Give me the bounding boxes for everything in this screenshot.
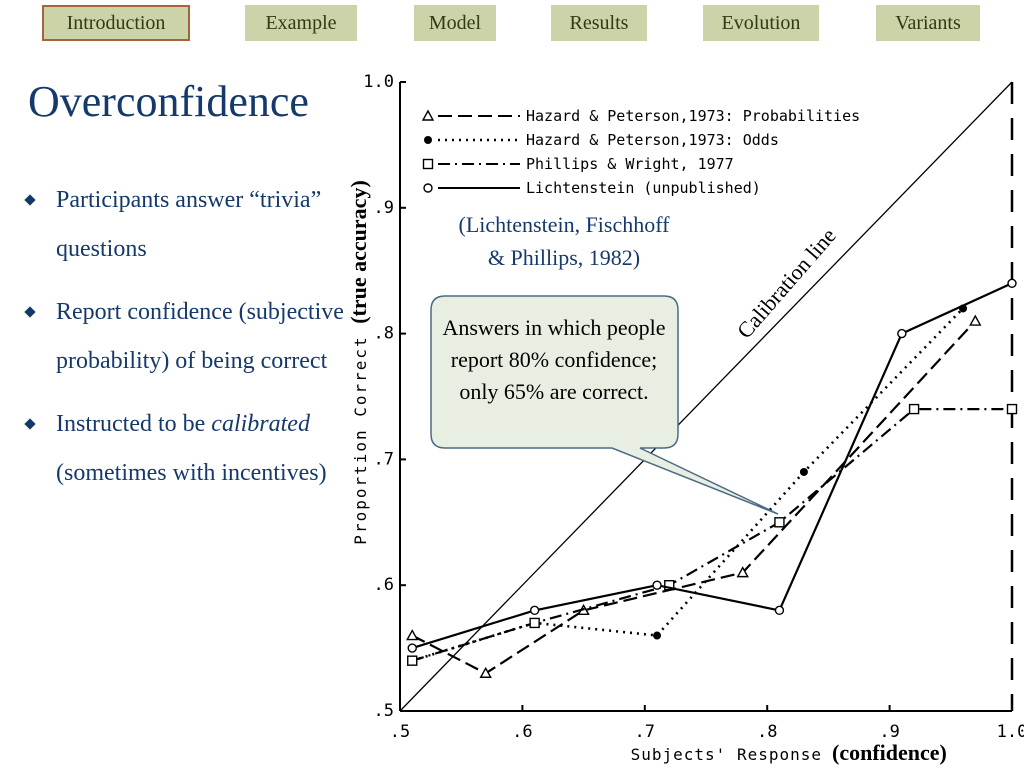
data-point-square <box>774 517 785 528</box>
data-point-triangle <box>969 314 982 326</box>
data-point-square <box>407 655 418 666</box>
tab-evolution[interactable]: Evolution <box>703 5 819 41</box>
data-point-square <box>908 403 920 415</box>
series-line-square <box>411 408 1012 662</box>
x-tick-label: .8 <box>757 722 777 742</box>
legend: Hazard & Peterson,1973: Probabilities Haz… <box>402 97 884 201</box>
bullet-text: Report confidence (subjective probabilit… <box>56 299 344 374</box>
callout-text: Answers in which people report 80% confi… <box>442 315 666 404</box>
tab-results[interactable]: Results <box>551 5 647 41</box>
page-title: Overconfidence <box>28 77 309 126</box>
x-tick-label: .7 <box>635 722 655 742</box>
data-point-triangle <box>406 629 419 641</box>
data-point-circle <box>652 580 662 590</box>
bullet-text-post: (sometimes with incentives) <box>56 460 327 486</box>
x-axis-label: Subjects' Response <box>631 745 822 764</box>
y-tick-label: .9 <box>374 198 394 218</box>
data-point-dot <box>653 631 662 640</box>
calibration-line <box>399 81 1013 712</box>
y-tick-label: .8 <box>374 324 394 344</box>
bullet-item: Report confidence (subjective probabilit… <box>24 288 356 386</box>
legend-marker-triangle <box>421 109 435 121</box>
calibration-line-label: Calibration line <box>732 223 841 343</box>
y-tick-label: .7 <box>374 449 394 469</box>
series-line-circle <box>411 282 1013 650</box>
bullet-text-pre: Instructed to be <box>56 411 212 437</box>
data-point-square <box>529 617 540 629</box>
y-axis-label: Proportion Correct <box>351 335 370 544</box>
data-point-square <box>1006 403 1018 415</box>
legend-label: Phillips & Wright, 1977 <box>526 155 734 173</box>
callout <box>430 295 779 515</box>
x-tick-label: .9 <box>879 722 899 742</box>
callout-bubble <box>430 295 779 515</box>
y-tick-label: 1.0 <box>363 72 394 92</box>
x-tick-label: 1.0 <box>997 722 1024 742</box>
x-axis-annotation: (confidence) <box>832 740 947 765</box>
citation-line-2: & Phillips, 1982) <box>488 245 640 270</box>
data-point-triangle <box>736 566 749 578</box>
legend-label: Lichtenstein (unpublished) <box>526 179 761 197</box>
x-tick-label: .5 <box>390 722 410 742</box>
data-point-circle <box>774 605 785 616</box>
plot-area: .5.5 .6 .6 .7 .7 .8 .8 .9 .9 1.0 1.0 <box>363 72 1024 742</box>
data-point-circle <box>1007 278 1017 288</box>
legend-marker-circle <box>423 183 433 193</box>
bullet-item: Instructed to be calibrated (sometimes w… <box>24 400 356 498</box>
bullet-list: Participants answer “trivia” questions R… <box>24 176 356 512</box>
legend-items: Hazard & Peterson,1973: Probabilities Haz… <box>421 107 860 197</box>
data-point-circle <box>529 605 540 616</box>
bullet-item: Participants answer “trivia” questions <box>24 176 356 274</box>
legend-label: Hazard & Peterson,1973: Odds <box>526 131 779 149</box>
data-point-circle <box>897 328 907 339</box>
legend-box <box>402 97 884 201</box>
citation-line-1: (Lichtenstein, Fischhoff <box>459 212 671 237</box>
data-point-triangle <box>479 666 492 678</box>
tab-introduction[interactable]: Introduction <box>42 5 190 41</box>
series-line-dot <box>411 307 964 662</box>
x-tick-label: .6 <box>512 722 532 742</box>
y-axis-annotation: (true accuracy) <box>346 180 371 324</box>
legend-label: Hazard & Peterson,1973: Probabilities <box>526 107 860 125</box>
bullet-text: Participants answer “trivia” questions <box>56 187 322 262</box>
y-tick-label: .5 <box>374 701 394 721</box>
legend-marker-dot <box>424 136 432 144</box>
data-point-circle <box>407 643 417 653</box>
tab-variants[interactable]: Variants <box>876 5 980 41</box>
tab-model[interactable]: Model <box>414 5 496 41</box>
tab-example[interactable]: Example <box>245 5 357 41</box>
bullet-text-italic: calibrated <box>211 411 310 437</box>
y-tick-label: .6 <box>374 575 394 595</box>
legend-marker-square <box>422 158 434 170</box>
data-point-dot <box>799 467 808 476</box>
data-point-square <box>664 580 675 591</box>
